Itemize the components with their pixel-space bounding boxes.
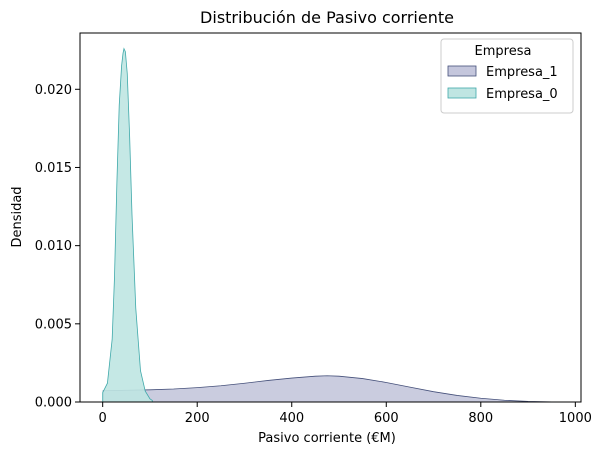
x-axis-label: Pasivo corriente (€M) — [258, 431, 396, 446]
y-axis-label: Densidad — [10, 186, 25, 247]
legend-swatch-empresa-1 — [447, 65, 477, 77]
y-tick-label: 0.015 — [35, 161, 72, 176]
legend-title: Empresa — [475, 44, 532, 59]
x-tick-label: 800 — [468, 411, 493, 426]
plot-frame — [79, 32, 582, 403]
legend-label-empresa-1: Empresa_1 — [486, 65, 558, 80]
chart-title: Distribución de Pasivo corriente — [200, 8, 454, 27]
y-tick-label: 0.000 — [35, 396, 72, 411]
y-tick-label: 0.005 — [35, 317, 72, 332]
y-tick-label: 0.010 — [35, 239, 72, 254]
x-tick-label: 200 — [185, 411, 210, 426]
x-tick-label: 0 — [99, 411, 107, 426]
area-empresa-1 — [102, 375, 562, 403]
series-layer — [102, 47, 562, 403]
x-axis-ticks: 0 200 400 600 800 1000 — [99, 402, 592, 426]
legend: Empresa Empresa_1 Empresa_0 — [440, 38, 574, 114]
x-tick-label: 400 — [279, 411, 304, 426]
x-tick-label: 600 — [374, 411, 399, 426]
area-empresa-0 — [102, 47, 153, 403]
y-axis-ticks: 0.000 0.005 0.010 0.015 0.020 — [35, 83, 80, 411]
y-tick-label: 0.020 — [35, 83, 72, 98]
legend-label-empresa-0: Empresa_0 — [486, 87, 558, 102]
x-tick-label: 1000 — [559, 411, 592, 426]
legend-swatch-empresa-0 — [447, 87, 477, 99]
